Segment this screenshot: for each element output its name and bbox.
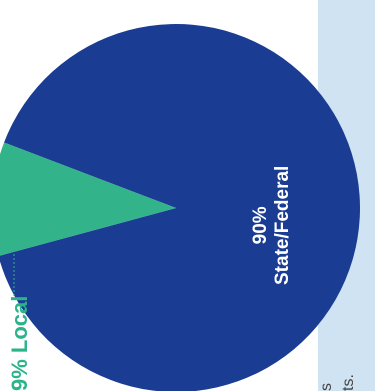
pie-slice-local	[0, 142, 176, 256]
local-slice-label: 9% Local	[7, 295, 32, 391]
body-text-fragment: s ts.	[316, 374, 360, 391]
body-text-line-2: ts.	[340, 374, 357, 391]
body-text-line-1: s	[318, 383, 335, 391]
state-federal-name: State/Federal	[272, 165, 293, 285]
state-federal-slice-label: 90% State/Federal	[250, 166, 294, 285]
state-federal-percent: 90%	[250, 206, 271, 245]
pie-slices	[0, 24, 360, 391]
pie-slice-state-federal	[0, 24, 360, 391]
